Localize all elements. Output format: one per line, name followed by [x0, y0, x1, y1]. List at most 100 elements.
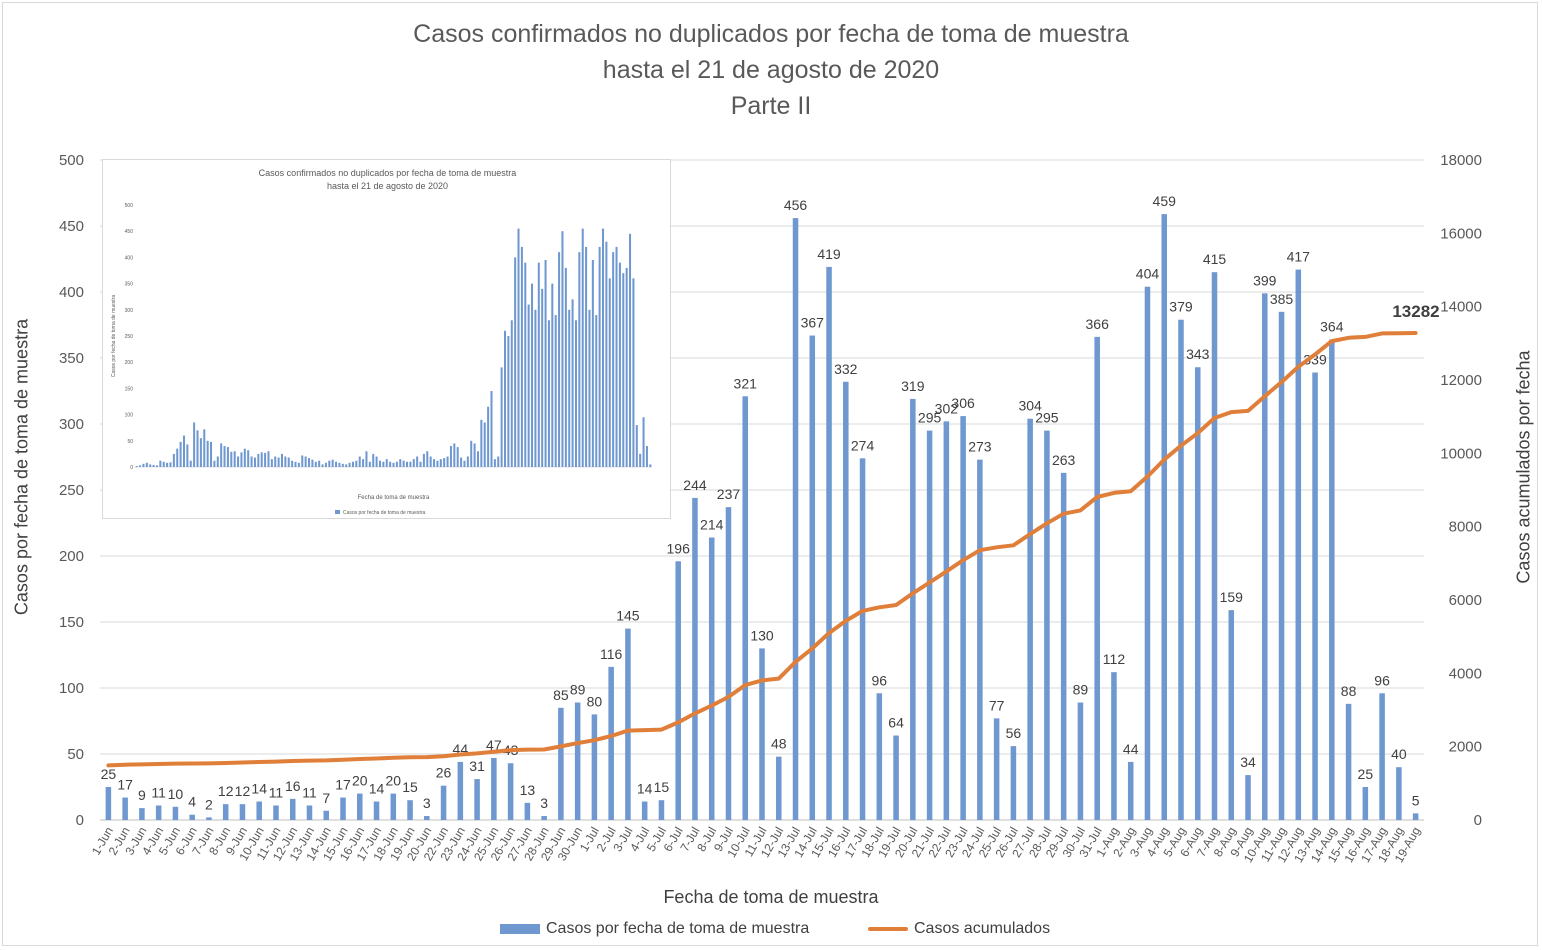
- inset-bar: [351, 461, 354, 467]
- bar: [1194, 367, 1201, 820]
- bar-value-label: 77: [989, 697, 1005, 713]
- inset-y-tick-label: 150: [125, 386, 134, 392]
- inset-y-tick-label: 300: [125, 308, 134, 314]
- bar-value-label: 7: [322, 790, 330, 806]
- inset-bar: [321, 464, 324, 467]
- bar: [625, 628, 631, 820]
- bar: [960, 416, 966, 820]
- y-tick-label: 200: [59, 548, 84, 565]
- bar-value-label: 25: [101, 766, 117, 782]
- bar-value-label: 11: [269, 784, 284, 800]
- legend-item-line: Casos acumulados: [868, 920, 1050, 938]
- inset-bar: [166, 462, 169, 467]
- bar-value-label: 159: [1220, 589, 1244, 605]
- y-tick-label: 500: [59, 152, 84, 169]
- y2-tick-label: 14000: [1440, 299, 1482, 316]
- bar-value-label: 88: [1341, 683, 1357, 699]
- bar-value-label: 15: [654, 779, 670, 795]
- bar-value-label: 415: [1203, 251, 1227, 267]
- bar-value-label: 89: [1073, 682, 1089, 698]
- bar: [340, 797, 346, 820]
- bar-value-label: 364: [1320, 319, 1344, 335]
- inset-bar: [358, 456, 361, 467]
- inset-legend-label: Casos por fecha de toma de muestra: [343, 510, 425, 516]
- inset-bar: [297, 462, 300, 467]
- inset-chart: Casos confirmados no duplicados por fech…: [102, 159, 671, 519]
- bar: [675, 561, 681, 820]
- bar-value-label: 3: [540, 795, 548, 811]
- bar: [775, 756, 782, 820]
- bar-value-label: 339: [1303, 352, 1327, 368]
- inset-bar: [635, 425, 638, 467]
- inset-bar: [463, 460, 466, 467]
- inset-bar: [223, 446, 226, 467]
- inset-bar: [642, 417, 645, 467]
- inset-bar: [324, 462, 327, 467]
- bar-value-label: 399: [1253, 272, 1277, 288]
- bar: [1161, 214, 1167, 820]
- bar: [708, 537, 715, 820]
- inset-bar: [581, 228, 584, 467]
- bar: [440, 785, 447, 820]
- inset-bar: [331, 459, 334, 467]
- inset-bar: [601, 228, 605, 467]
- inset-bar: [473, 443, 476, 467]
- inset-bar: [169, 462, 172, 467]
- bar-value-label: 12: [218, 783, 234, 799]
- inset-bar: [500, 367, 503, 467]
- bar-value-label: 263: [1052, 452, 1076, 468]
- inset-bar: [449, 446, 452, 467]
- inset-bar: [510, 320, 513, 467]
- bar: [390, 793, 397, 820]
- bar-value-label: 85: [553, 687, 569, 703]
- inset-y-axis-title: Casos por fecha de toma de muestra: [111, 295, 117, 377]
- bar-value-label: 14: [251, 781, 267, 797]
- bar-value-label: 89: [570, 682, 586, 698]
- bar-value-label: 9: [138, 787, 146, 803]
- y-tick-label: 100: [59, 680, 84, 697]
- inset-bar: [368, 461, 371, 467]
- bar: [1412, 813, 1419, 820]
- inset-bar: [267, 451, 270, 467]
- bar-value-label: 64: [888, 715, 904, 731]
- inset-bar: [568, 309, 571, 467]
- inset-bar: [247, 450, 250, 467]
- bar: [172, 806, 179, 820]
- inset-bar: [466, 456, 469, 467]
- bar: [692, 497, 698, 820]
- inset-bar: [206, 440, 209, 467]
- inset-bar: [615, 246, 618, 467]
- bar: [541, 816, 547, 820]
- bar-value-label: 385: [1270, 291, 1294, 307]
- bar-value-label: 48: [771, 736, 787, 752]
- inset-y-tick-label: 200: [125, 360, 134, 366]
- bar-value-label: 26: [436, 765, 452, 781]
- inset-bar: [382, 461, 385, 467]
- inset-bar: [588, 309, 591, 467]
- bar: [457, 761, 464, 820]
- bar-value-label: 31: [469, 758, 485, 774]
- bar: [1379, 693, 1385, 820]
- y-tick-label: 0: [76, 812, 84, 829]
- inset-title-line-2: hasta el 21 de agosto de 2020: [326, 181, 449, 191]
- inset-bar: [497, 456, 500, 467]
- inset-bar: [139, 465, 142, 467]
- bar-value-label: 319: [901, 378, 925, 394]
- inset-bar: [237, 456, 240, 467]
- bar-value-label: 20: [352, 773, 368, 789]
- inset-bar: [547, 320, 550, 467]
- bar: [876, 693, 883, 820]
- inset-bar: [605, 241, 608, 467]
- bar: [843, 381, 849, 820]
- bar-value-label: 14: [369, 781, 385, 797]
- inset-bar: [531, 283, 534, 467]
- bar: [943, 421, 950, 820]
- inset-bar: [314, 461, 317, 467]
- y2-tick-label: 2000: [1449, 739, 1482, 756]
- inset-y-tick-label: 500: [125, 203, 134, 209]
- inset-bar: [537, 262, 540, 467]
- bar: [1262, 293, 1268, 820]
- legend-bar-label: Casos por fecha de toma de muestra: [546, 920, 810, 937]
- bar: [524, 802, 531, 820]
